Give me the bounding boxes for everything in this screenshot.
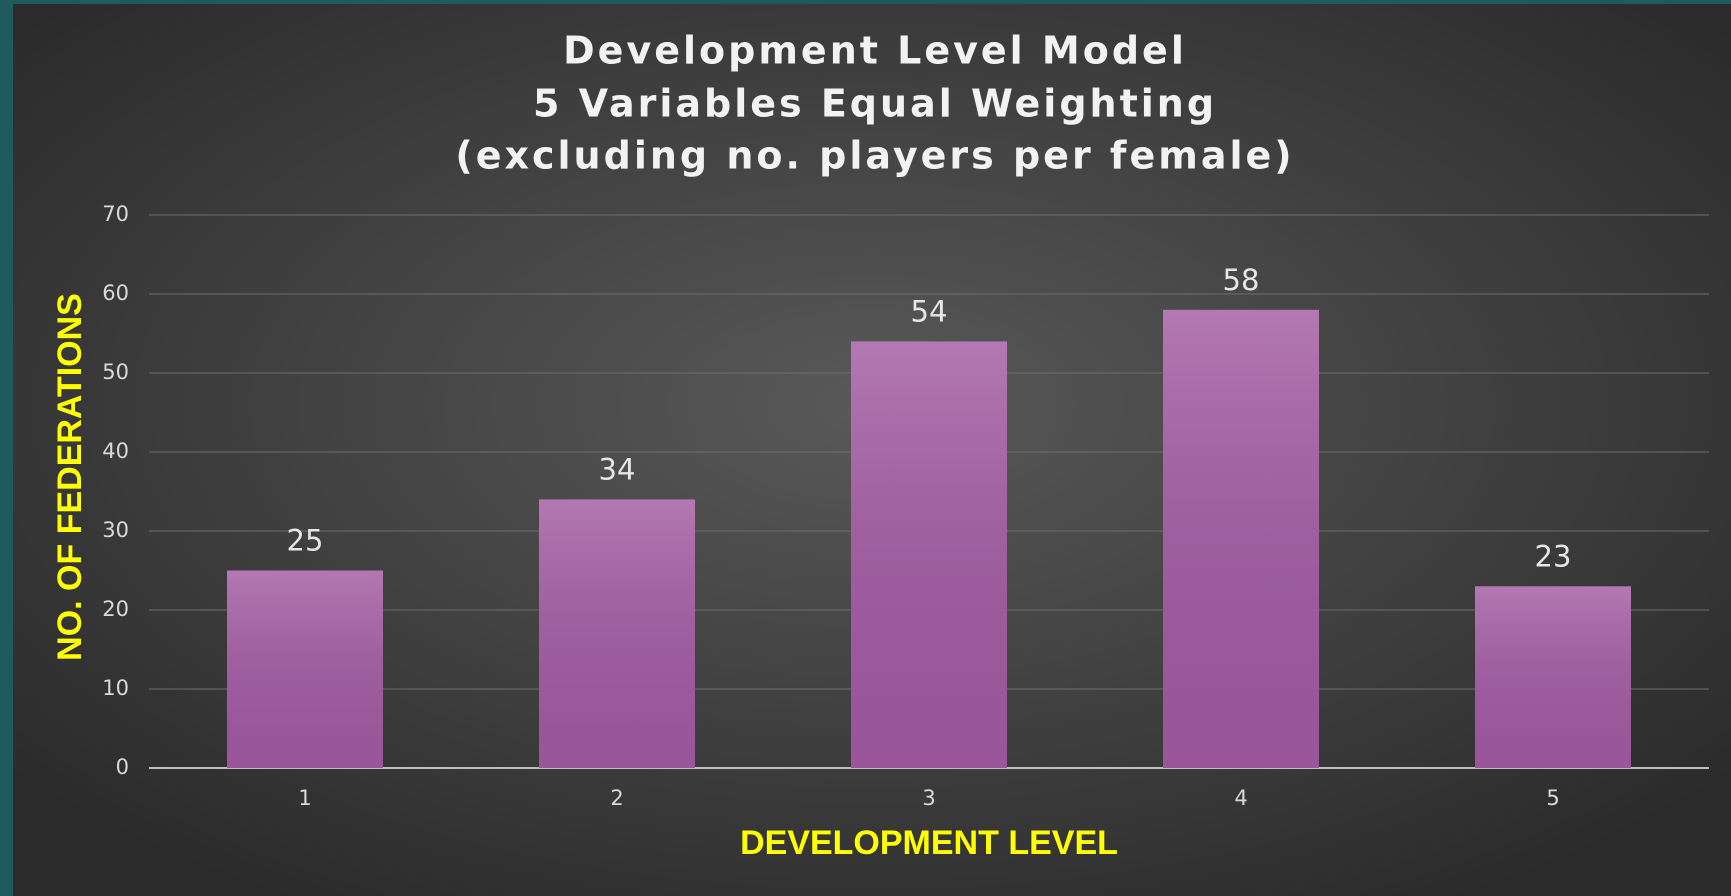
- y-tick-label: 10: [102, 676, 129, 700]
- y-tick-label: 50: [102, 360, 129, 384]
- data-label: 23: [1535, 539, 1572, 573]
- x-axis-label: DEVELOPMENT LEVEL: [740, 824, 1118, 862]
- y-axis-label: NO. OF FEDERATIONS: [51, 293, 89, 661]
- bar-sheen: [1475, 586, 1631, 768]
- y-tick-label: 20: [102, 597, 129, 621]
- data-label: 25: [287, 524, 324, 558]
- chart-title: 5 Variables Equal Weighting: [533, 82, 1217, 126]
- bar-sheen: [227, 570, 383, 768]
- x-tick-label: 4: [1234, 786, 1247, 810]
- chart-title: Development Level Model: [563, 29, 1187, 73]
- data-label: 54: [911, 294, 948, 328]
- y-tick-label: 60: [102, 281, 129, 305]
- bar-sheen: [851, 341, 1007, 768]
- x-tick-label: 2: [610, 786, 623, 810]
- y-tick-label: 0: [116, 755, 129, 779]
- y-tick-label: 70: [102, 202, 129, 226]
- x-tick-label: 1: [298, 786, 311, 810]
- chart-title: (excluding no. players per female): [455, 134, 1294, 178]
- data-label: 58: [1223, 263, 1260, 297]
- y-tick-label: 40: [102, 439, 129, 463]
- x-tick-label: 3: [922, 786, 935, 810]
- bar-sheen: [539, 499, 695, 768]
- x-tick-label: 5: [1546, 786, 1559, 810]
- y-tick-label: 30: [102, 518, 129, 542]
- data-label: 34: [599, 452, 636, 486]
- bar-sheen: [1163, 309, 1319, 768]
